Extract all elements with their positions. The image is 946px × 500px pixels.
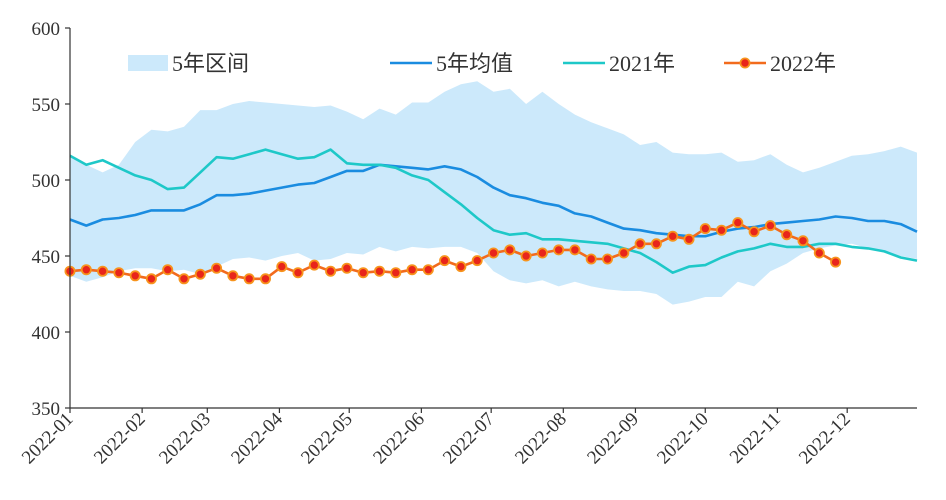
series-2022-point [618,247,630,259]
series-2022-point [439,255,451,267]
series-2022-point [227,270,239,282]
series-2022-point [341,262,353,274]
series-2022-point [602,253,614,265]
x-tick-label: 2022-09 [583,409,643,469]
legend: 5年区间 5年均值 2021年 2022年 [128,51,836,76]
legend-swatch-five-year-range [128,55,168,71]
series-2022-point [732,217,744,229]
series-2022-point [422,264,434,276]
series-2022-point [373,265,385,277]
series-2022-point [308,259,320,271]
series-2022-point [113,267,125,279]
legend-swatch-2022-marker [739,57,751,69]
series-2022-point [634,238,646,250]
series-2022-point [585,253,597,265]
series-2022-point [553,244,565,256]
series-2022-point [390,267,402,279]
series-2022-point [797,235,809,247]
x-tick-label: 2022-08 [511,409,571,469]
series-2022-point [259,273,271,285]
series-2022-point [162,264,174,276]
series-2022-point [536,247,548,259]
series-2022-point [699,223,711,235]
series-2022-point [406,264,418,276]
series-2022-point [504,244,516,256]
x-tick-label: 2022-12 [795,409,855,469]
series-2022-point [97,265,109,277]
legend-label-2021: 2021年 [609,51,675,76]
series-2022-point [830,256,842,268]
legend-label-five-year-average: 5年均值 [436,51,513,76]
y-tick-label: 400 [32,323,61,344]
x-tick-label: 2022-05 [297,409,357,469]
x-tick-label: 2022-07 [439,409,499,469]
series-2022-point [650,238,662,250]
series-2022-point [243,273,255,285]
series-2022-point [569,244,581,256]
series-2022-markers-group [64,217,842,285]
five-year-range-band-group [70,81,917,305]
series-2022-point [292,267,304,279]
legend-label-2022: 2022年 [770,51,836,76]
series-2022-point [80,264,92,276]
series-2022-point [129,270,141,282]
series-2022-point [178,273,190,285]
series-2022-point [455,261,467,273]
y-tick-label: 550 [32,95,61,116]
series-2022-point [487,247,499,259]
series-2022-point [325,265,337,277]
series-2022-point [520,250,532,262]
series-2022-point [748,226,760,238]
series-2022-point [194,268,206,280]
y-tick-label: 350 [32,399,61,420]
series-2022-point [667,230,679,242]
x-tick-label: 2022-02 [90,409,150,469]
series-2021-line [69,148,918,274]
series-2022-point [276,261,288,273]
five-year-average-line [69,163,918,238]
x-tick-label: 2022-03 [155,409,215,469]
legend-label-five-year-range: 5年区间 [172,51,249,76]
y-tick-label: 450 [32,247,61,268]
x-tick-label: 2022-04 [227,408,287,468]
y-tick-label: 500 [32,171,61,192]
x-tick-label: 2022-10 [653,409,713,469]
x-tick-label: 2022-06 [369,409,429,469]
series-2022-point [683,233,695,245]
series-2022-point [813,247,825,259]
series-2022-point [357,267,369,279]
series-2022-point [781,229,793,241]
series-2022-point [716,224,728,236]
series-2022-point [471,255,483,267]
five-year-range-band [70,81,917,305]
x-tick-label: 2022-11 [726,409,785,468]
series-2022-point [211,262,223,274]
series-2022-point [764,220,776,232]
series-2022-point [145,273,157,285]
y-tick-label: 600 [32,19,61,40]
